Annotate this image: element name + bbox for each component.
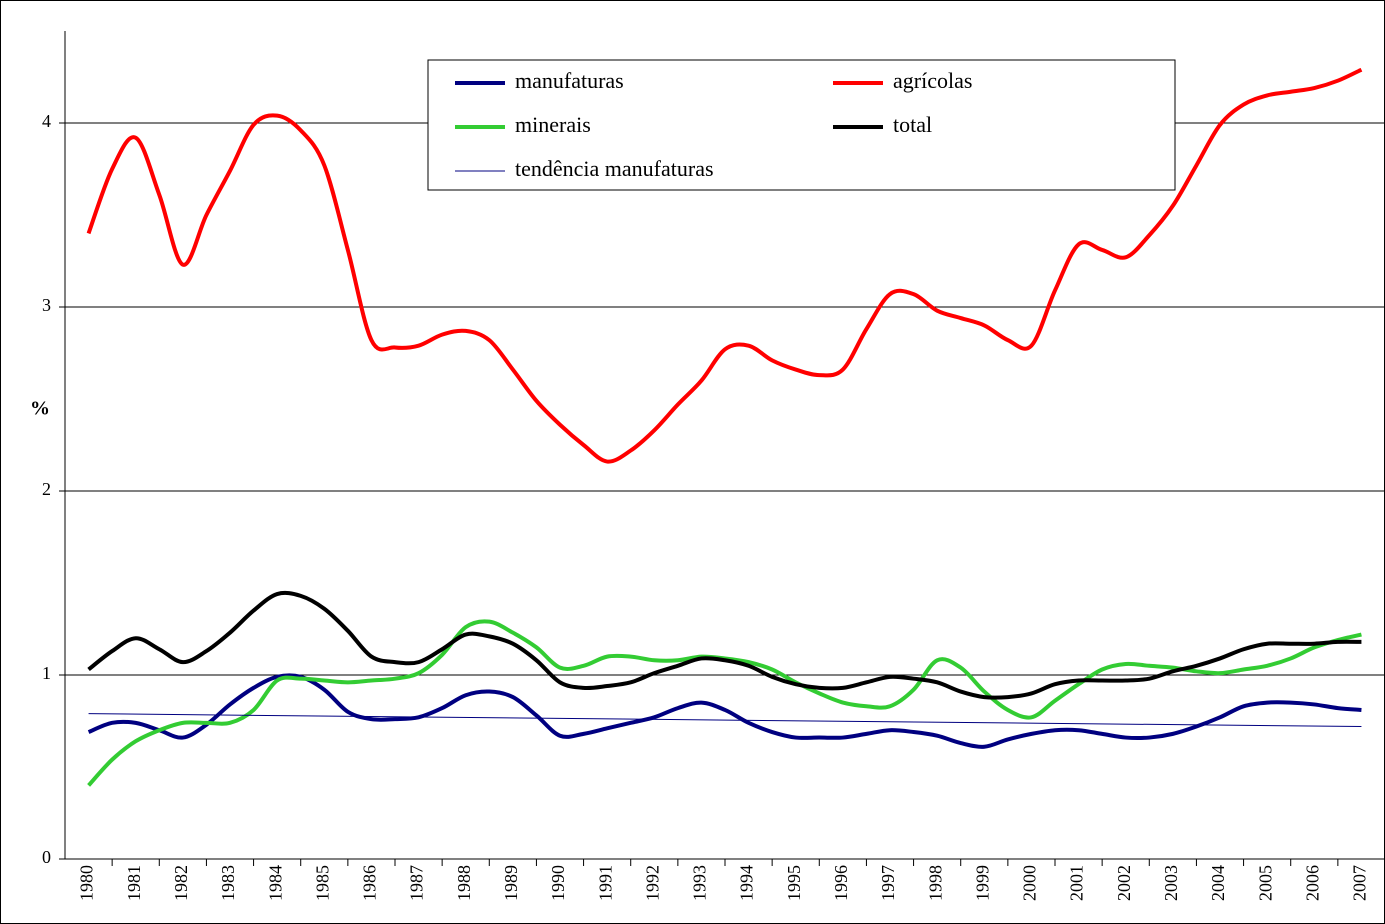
x-tick-label: 1987 [407,865,427,901]
series-line [87,590,1362,700]
legend-box [427,59,1176,191]
y-tick-label: 0 [42,847,51,867]
y-tick-label: 3 [42,295,51,315]
x-tick-label: 1983 [218,865,238,901]
series-line [86,67,1363,464]
x-tick-label: 2002 [1114,865,1134,901]
x-tick-label: 1985 [312,865,332,901]
x-tick-label: 1996 [831,865,851,901]
x-tick-label: 1989 [501,865,521,901]
x-tick-label: 1990 [548,865,568,901]
x-tick-label: 1993 [690,865,710,901]
x-tick-label: 2000 [1020,865,1040,901]
x-tick-label: 1994 [737,865,757,901]
x-tick-label: 1992 [642,865,662,901]
x-tick-label: 2004 [1208,865,1228,901]
x-tick-label: 1984 [265,865,285,901]
x-tick-label: 1988 [454,865,474,901]
legend-label: minerais [515,112,591,137]
x-tick-label: 1986 [360,865,380,901]
legend-label: agrícolas [893,68,972,93]
x-tick-label: 2007 [1350,865,1370,901]
y-tick-label: 1 [42,663,51,683]
x-tick-label: 2005 [1255,865,1275,901]
x-tick-label: 1980 [77,865,97,901]
x-tick-label: 1982 [171,865,191,901]
x-tick-label: 1981 [124,865,144,901]
legend-label: tendência manufaturas [515,156,714,181]
x-tick-label: 1997 [878,865,898,901]
y-axis-label: % [30,398,50,420]
y-tick-label: 4 [42,111,51,131]
series-line [88,713,1362,728]
x-tick-label: 1995 [784,865,804,901]
legend-label: manufaturas [515,68,624,93]
x-tick-label: 1999 [972,865,992,901]
x-tick-label: 2003 [1161,865,1181,901]
x-tick-label: 2006 [1302,865,1322,901]
x-tick-label: 1991 [595,865,615,901]
y-tick-label: 2 [42,479,51,499]
x-tick-label: 2001 [1067,865,1087,901]
legend-label: total [893,112,932,137]
x-tick-label: 1998 [925,865,945,901]
